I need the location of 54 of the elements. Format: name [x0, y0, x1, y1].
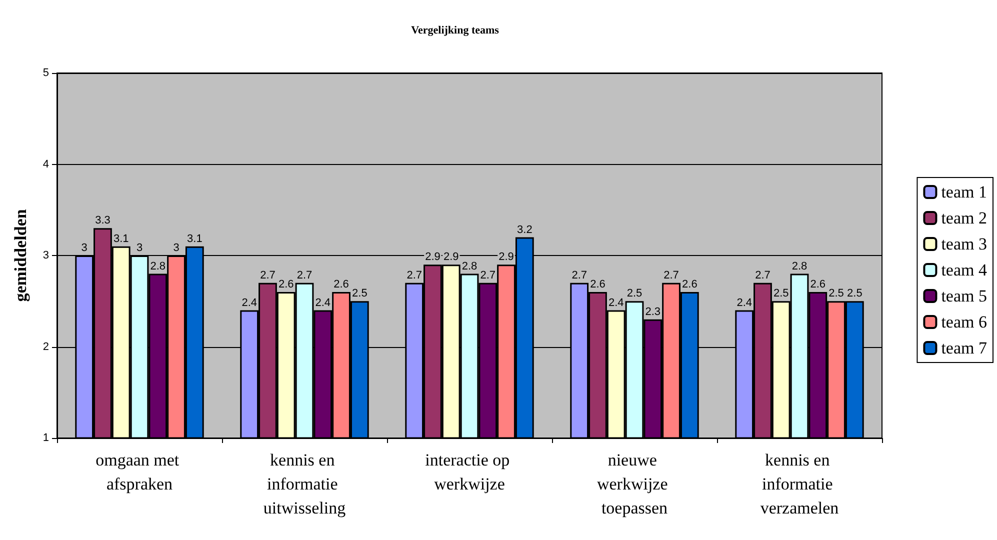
data-label: 3 [81, 242, 88, 254]
data-label: 2.6 [278, 278, 294, 290]
data-label: 2.6 [334, 278, 349, 290]
data-label: 2.5 [626, 288, 642, 300]
data-label: 2.4 [736, 296, 752, 309]
legend-label: team 5 [941, 286, 988, 306]
y-tick-label: 4 [42, 158, 49, 170]
data-label: 3.1 [187, 232, 202, 245]
data-label: 2.7 [755, 269, 770, 282]
data-label: 2.3 [645, 306, 661, 318]
data-label: 2.5 [773, 288, 789, 300]
data-label: 2.7 [572, 269, 587, 282]
data-label: 2.4 [608, 296, 624, 309]
data-label: 2.7 [406, 269, 422, 282]
data-label: 2.4 [315, 296, 331, 309]
x-tick-label: kennis en informatie uitwisseling [263, 450, 346, 518]
data-label: 2.7 [664, 269, 679, 282]
data-label: 2.9 [498, 251, 514, 264]
data-label: 2.7 [260, 269, 276, 282]
y-tick-label: 2 [42, 340, 49, 353]
data-label: 2.6 [590, 278, 606, 290]
y-tick-label: 1 [42, 432, 49, 444]
data-label: 2.5 [828, 288, 844, 300]
data-label: 3 [136, 242, 143, 254]
data-label: 3.3 [95, 214, 110, 227]
data-label: 2.9 [443, 251, 459, 264]
data-label: 2.6 [810, 278, 826, 290]
y-axis-title: gemiddelden [11, 208, 30, 302]
legend-label: team 4 [941, 260, 988, 280]
data-label: 2.8 [792, 260, 808, 272]
legend-label: team 2 [941, 208, 988, 228]
legend-label: team 6 [941, 312, 988, 332]
x-tick-label: omgaan met afspraken [96, 450, 184, 494]
data-label: 2.8 [150, 260, 166, 272]
data-label: 2.8 [462, 260, 478, 272]
x-tick-label: kennis en informatie verzamelen [760, 450, 840, 518]
data-label: 2.4 [242, 296, 257, 309]
data-label: 2.7 [296, 269, 312, 282]
data-label: 3 [173, 242, 180, 254]
data-label: 2.9 [425, 251, 440, 264]
data-label: 3.2 [517, 224, 532, 236]
data-label: 2.6 [682, 278, 698, 290]
x-tick-label: nieuwe werkwijze toepassen [596, 450, 672, 518]
data-label: 2.7 [480, 269, 496, 282]
chart-title: Vergelijking teams [411, 24, 500, 36]
legend-label: team 3 [941, 234, 988, 254]
y-tick-label: 5 [42, 67, 49, 79]
y-tick-label: 3 [42, 250, 49, 262]
legend-label: team 7 [941, 338, 988, 358]
data-label: 2.5 [847, 288, 862, 300]
data-label: 3.1 [113, 232, 129, 245]
legend-label: team 1 [941, 182, 988, 202]
x-tick-label: interactie op werkwijze [425, 450, 514, 494]
data-label: 2.5 [352, 288, 368, 300]
